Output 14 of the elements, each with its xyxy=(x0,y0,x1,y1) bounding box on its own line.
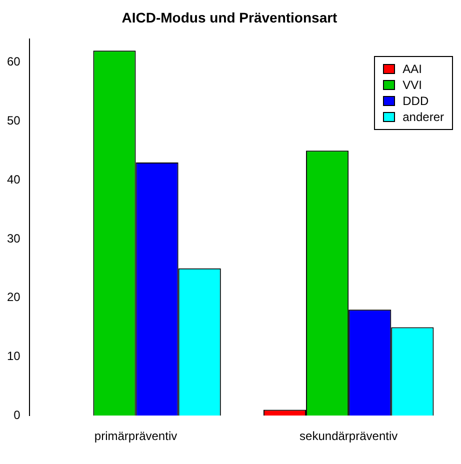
legend-label: DDD xyxy=(402,93,429,109)
y-tick-label: 0 xyxy=(14,408,21,422)
y-tick-label: 40 xyxy=(6,172,21,186)
x-tick-label: primärpräventiv xyxy=(94,429,178,444)
y-tick-label: 20 xyxy=(6,290,21,304)
x-tick-label: sekundärpräventiv xyxy=(300,429,398,444)
legend-label: AAI xyxy=(402,61,422,77)
legend-label: anderer xyxy=(402,109,444,125)
y-tick-label: 30 xyxy=(6,231,21,246)
y-tick-label: 10 xyxy=(6,349,21,364)
y-tick-label: 50 xyxy=(6,114,21,128)
y-tick-label: 60 xyxy=(6,54,21,69)
chart-title: AICD-Modus und Präventionsart xyxy=(122,9,338,26)
legend-label: VVI xyxy=(402,77,422,93)
